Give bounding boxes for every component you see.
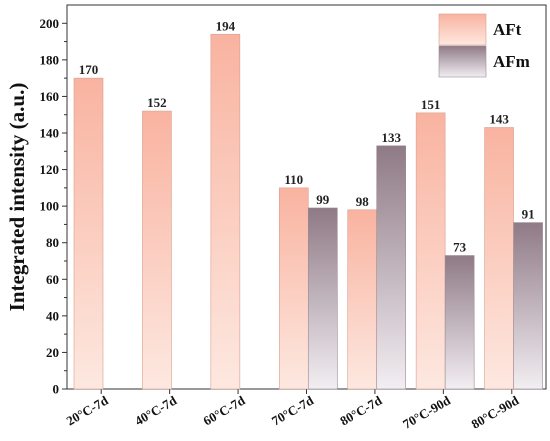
bar-afm	[307, 207, 338, 390]
data-label-aft: 194	[216, 18, 236, 33]
bars	[73, 33, 543, 390]
data-label-aft: 151	[421, 97, 441, 112]
data-label-aft: 152	[147, 95, 167, 110]
bar-afm	[376, 145, 407, 390]
data-label-aft: 98	[356, 194, 370, 209]
y-axis-label: Integrated intensity (a.u.)	[5, 83, 29, 312]
y-tick-label: 180	[40, 52, 60, 67]
data-label-afm: 99	[316, 192, 330, 207]
bar-aft	[278, 187, 309, 390]
legend-swatch-aft	[438, 13, 487, 46]
legend-label-aft: AFt	[493, 20, 522, 39]
x-tick-label: 40°C-7d	[132, 392, 180, 428]
y-axis: 0 20 40 60 80 100 120 140 160 180 200	[40, 16, 67, 397]
x-tick-label: 20°C-7d	[64, 392, 112, 428]
legend: AFt AFm	[438, 13, 530, 78]
data-label-aft: 170	[79, 62, 99, 77]
y-tick-label: 100	[40, 199, 60, 214]
y-tick-label: 20	[46, 345, 59, 360]
legend-swatch-afm	[438, 45, 487, 78]
x-tick-label: 80°C-90d	[469, 392, 522, 431]
data-label-afm: 91	[522, 207, 535, 222]
y-tick-label: 160	[40, 89, 60, 104]
data-labels: 170 152 194 110 99 98 133 151 73 143 91	[79, 18, 535, 254]
bar-aft	[415, 112, 446, 390]
y-tick-label: 140	[40, 126, 60, 141]
legend-label-afm: AFm	[493, 52, 530, 71]
bar-afm	[444, 255, 475, 390]
bar-aft	[210, 33, 241, 390]
bar-aft	[347, 209, 378, 390]
x-tick-label: 80°C-7d	[337, 392, 385, 428]
bar-aft	[73, 77, 104, 390]
y-tick-label: 40	[46, 308, 59, 323]
y-tick-label: 60	[46, 272, 59, 287]
x-tick-label: 60°C-7d	[201, 392, 249, 428]
x-tick-label: 70°C-7d	[269, 392, 317, 428]
bar-aft	[484, 127, 514, 390]
data-label-aft: 110	[284, 172, 303, 187]
data-label-afm: 73	[453, 240, 467, 255]
x-tick-label: 70°C-90d	[400, 392, 453, 431]
y-tick-label: 80	[46, 235, 59, 250]
y-tick-label: 0	[53, 382, 60, 397]
x-axis: 20°C-7d 40°C-7d 60°C-7d 70°C-7d 80°C-7d 70°C-…	[64, 389, 522, 432]
bar-aft	[142, 110, 172, 390]
data-label-afm: 133	[381, 130, 401, 145]
y-tick-label: 200	[40, 16, 60, 31]
data-label-aft: 143	[489, 112, 509, 127]
y-tick-label: 120	[40, 162, 60, 177]
bar-afm	[513, 222, 543, 390]
